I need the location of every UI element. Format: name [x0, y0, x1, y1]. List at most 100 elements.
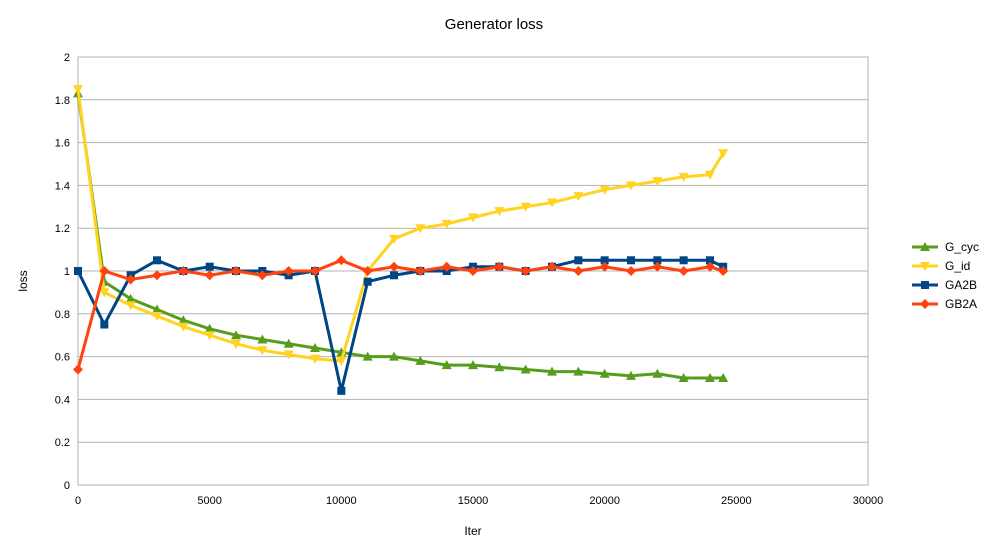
data-point	[415, 266, 426, 276]
data-point	[468, 360, 478, 370]
series-gb2a	[73, 255, 729, 375]
data-point	[100, 320, 109, 329]
data-point	[178, 315, 189, 325]
data-point	[390, 271, 398, 280]
data-point	[468, 213, 478, 223]
data-point	[231, 266, 241, 276]
series-line	[76, 88, 725, 363]
data-point	[652, 177, 663, 187]
data-point	[626, 266, 636, 276]
data-point	[389, 261, 399, 272]
y-tick-label: 1	[64, 266, 70, 278]
data-point	[599, 185, 610, 195]
data-point	[626, 181, 636, 191]
data-point	[362, 351, 373, 361]
data-point	[494, 362, 505, 372]
y-tick-label: 0.8	[55, 309, 70, 321]
data-point	[573, 366, 584, 376]
x-tick-label: 0	[75, 495, 81, 507]
data-point	[283, 350, 294, 360]
data-point	[99, 288, 110, 298]
data-point	[363, 277, 372, 286]
data-point	[627, 256, 635, 265]
data-point	[152, 311, 162, 321]
legend-marker	[920, 262, 930, 271]
data-point	[705, 261, 715, 272]
y-tick-label: 1.4	[55, 180, 70, 192]
data-point	[520, 364, 531, 374]
data-point	[705, 373, 715, 382]
series-layer	[73, 85, 729, 395]
data-point	[706, 256, 714, 265]
y-tick-label: 0.6	[55, 352, 70, 364]
data-point	[520, 266, 531, 276]
y-tick-label: 1.2	[55, 223, 70, 235]
data-point	[231, 330, 241, 340]
data-point	[494, 261, 505, 272]
data-point	[362, 266, 373, 276]
data-point	[204, 331, 215, 341]
legend-marker	[920, 242, 930, 251]
data-point	[336, 255, 347, 266]
data-point	[310, 266, 320, 276]
data-point	[441, 219, 452, 229]
data-point	[125, 274, 136, 285]
data-point	[599, 261, 610, 272]
y-tick-label: 2	[64, 52, 70, 64]
legend-item: GA2B	[912, 278, 977, 292]
data-point	[547, 261, 557, 272]
data-point	[257, 346, 268, 356]
data-point	[336, 356, 347, 366]
data-point	[415, 355, 426, 365]
data-point	[204, 323, 215, 333]
data-point	[152, 270, 162, 281]
legend-item: GB2A	[912, 297, 977, 311]
data-point	[231, 339, 241, 349]
data-point	[310, 343, 320, 353]
data-point	[678, 172, 689, 182]
series-line	[76, 258, 724, 370]
data-point	[178, 266, 189, 276]
legend-marker	[920, 299, 930, 309]
y-tick-label: 1.8	[55, 95, 70, 107]
y-tick-label: 0.2	[55, 437, 70, 449]
data-point	[283, 338, 294, 348]
data-point	[152, 304, 162, 314]
data-point	[73, 85, 83, 95]
data-point	[718, 149, 729, 159]
data-point	[718, 373, 729, 382]
data-point	[441, 261, 452, 272]
series-ga2b	[74, 256, 728, 395]
data-point	[678, 373, 689, 382]
data-point	[153, 256, 161, 265]
data-point	[415, 224, 426, 234]
data-point	[652, 368, 663, 378]
y-axis-label: loss	[16, 270, 30, 291]
data-point	[599, 368, 610, 378]
x-tick-label: 5000	[197, 495, 221, 507]
data-point	[705, 170, 715, 180]
data-point	[626, 370, 636, 380]
x-tick-label: 10000	[326, 495, 357, 507]
data-point	[574, 256, 583, 265]
y-tick-label: 0	[64, 480, 70, 492]
data-point	[257, 270, 268, 281]
x-tick-label: 15000	[458, 495, 489, 507]
series-line	[76, 258, 724, 393]
data-point	[679, 256, 688, 265]
data-point	[389, 351, 399, 361]
data-point	[600, 256, 609, 265]
data-point	[389, 234, 399, 244]
data-point	[547, 198, 557, 208]
x-axis-ticks: 0 5000 10000 15000 20000 25000 30000	[75, 495, 883, 507]
data-point	[125, 293, 136, 303]
legend: G_cyc G_id GA2B GB2A	[912, 240, 979, 311]
data-point	[573, 192, 584, 202]
data-point	[257, 334, 268, 344]
y-tick-label: 0.4	[55, 394, 70, 406]
data-point	[337, 386, 346, 395]
y-tick-label: 1.6	[55, 138, 70, 150]
data-point	[520, 202, 531, 212]
legend-label: G_id	[945, 259, 970, 273]
